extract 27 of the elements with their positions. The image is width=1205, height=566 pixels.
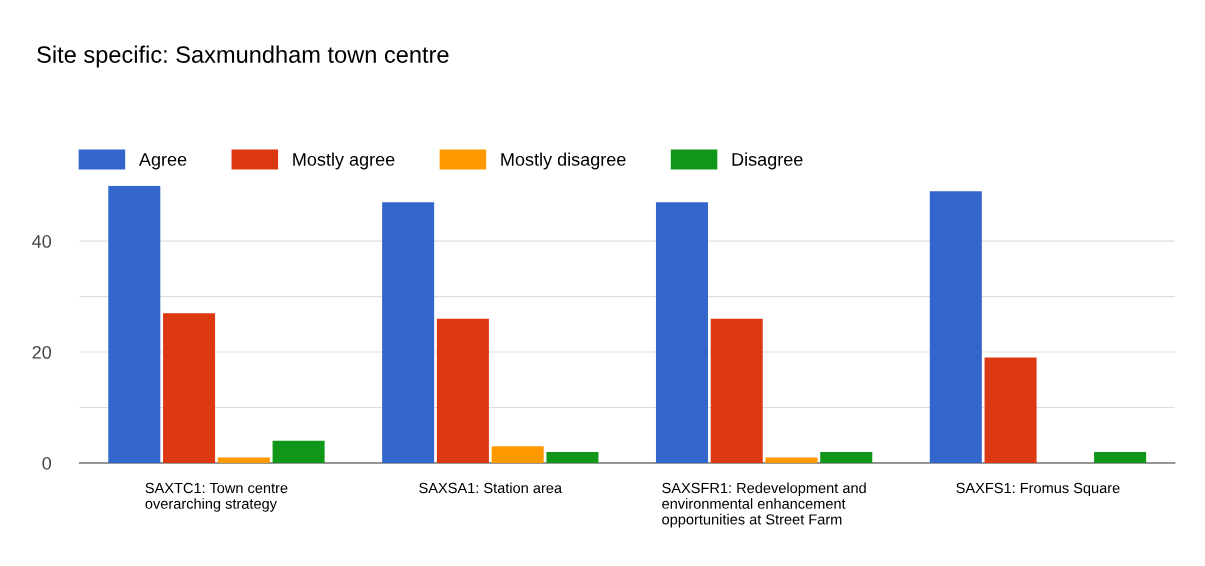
x-tick-label: SAXSFR1: Redevelopment and environmental enhancement opportunities at Street Farm [662,482,866,528]
bar [1094,451,1147,463]
x-tick-label: SAXSA1: Station area [419,482,563,494]
bar [272,440,325,463]
legend-label: Agree [138,153,187,170]
bar [382,202,435,463]
chart-title: Site specific: Saxmundham town centre [37,45,449,68]
bar [765,457,818,463]
y-tick-label: 40 [32,235,52,248]
legend-label: Mostly agree [293,152,395,170]
bar [710,318,763,463]
legend-label: Mostly disagree [501,152,626,170]
bar [491,446,544,463]
bar [655,202,708,463]
legend-label: Disagree [732,152,803,170]
bar [929,191,982,463]
bar [108,185,161,463]
y-tick-label: 20 [32,345,52,359]
bar [436,318,489,463]
x-tick-label: SAXFS1: Fromus Square [956,482,1120,497]
bar [820,451,873,463]
bar [546,451,599,463]
bar [217,457,270,463]
bar [984,357,1037,463]
y-tick-label: 0 [42,456,52,470]
bar [163,313,216,463]
x-tick-label: SAXTC1: Town centre overarching strategy [145,482,288,512]
